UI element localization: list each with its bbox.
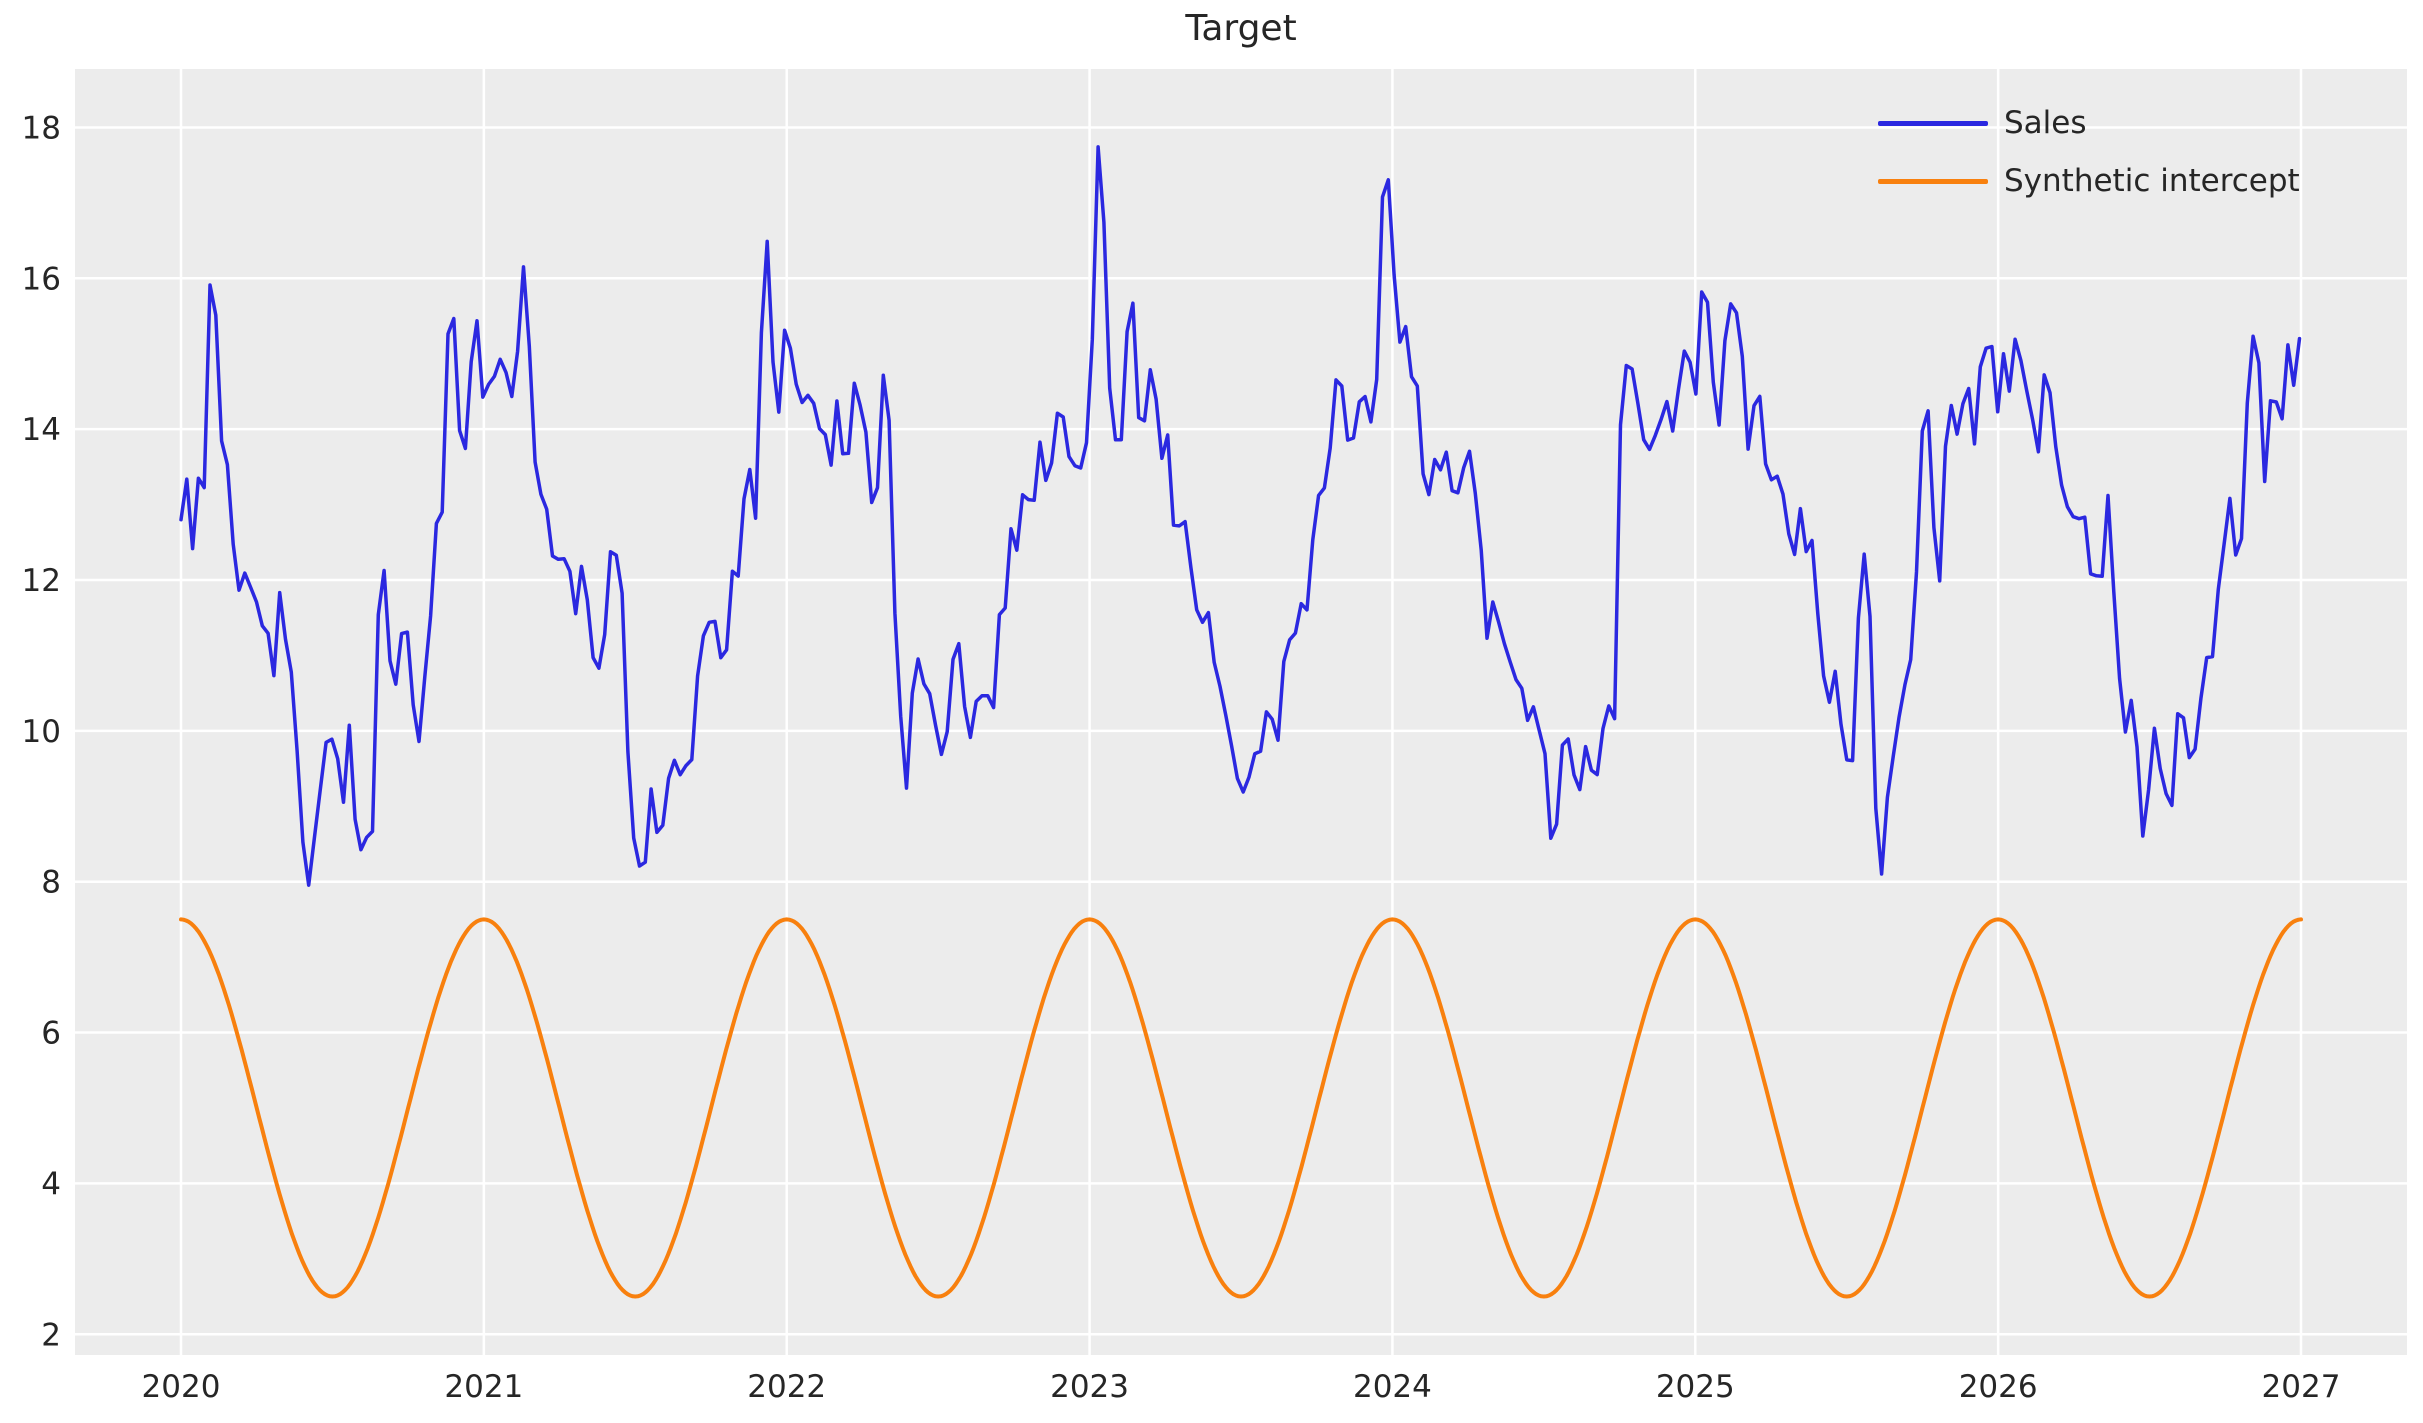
x-tick-label: 2021 <box>444 1369 523 1405</box>
y-tick-label: 16 <box>22 261 61 297</box>
legend-item-synthetic-intercept: Synthetic intercept <box>1878 152 2300 210</box>
x-tick-label: 2022 <box>747 1369 826 1405</box>
x-tick-label: 2025 <box>1656 1369 1735 1405</box>
legend-label-sales: Sales <box>2004 105 2087 141</box>
y-tick-label: 8 <box>41 865 61 901</box>
plot-area <box>75 69 2407 1355</box>
y-tick-label: 10 <box>22 714 61 750</box>
y-tick-label: 12 <box>22 563 61 599</box>
sales-series-line <box>179 145 2302 887</box>
legend-label-synthetic-intercept: Synthetic intercept <box>2004 163 2300 199</box>
y-tick-label: 2 <box>41 1317 61 1353</box>
legend-item-sales: Sales <box>1878 94 2300 152</box>
synthetic-intercept-series-line <box>179 917 2303 1299</box>
y-tick-label: 6 <box>41 1016 61 1052</box>
y-tick-label: 14 <box>22 412 61 448</box>
y-tick-label: 18 <box>22 110 61 146</box>
chart-title: Target <box>1185 8 1297 49</box>
legend: Sales Synthetic intercept <box>1878 94 2300 210</box>
x-tick-label: 2026 <box>1959 1369 2038 1405</box>
x-tick-label: 2027 <box>2262 1369 2341 1405</box>
sales-line-swatch <box>1878 120 1988 126</box>
x-tick-label: 2023 <box>1050 1369 1129 1405</box>
y-tick-label: 4 <box>41 1166 61 1202</box>
x-tick-label: 2020 <box>142 1369 221 1405</box>
synthetic-intercept-line-swatch <box>1878 178 1988 184</box>
x-tick-label: 2024 <box>1353 1369 1432 1405</box>
